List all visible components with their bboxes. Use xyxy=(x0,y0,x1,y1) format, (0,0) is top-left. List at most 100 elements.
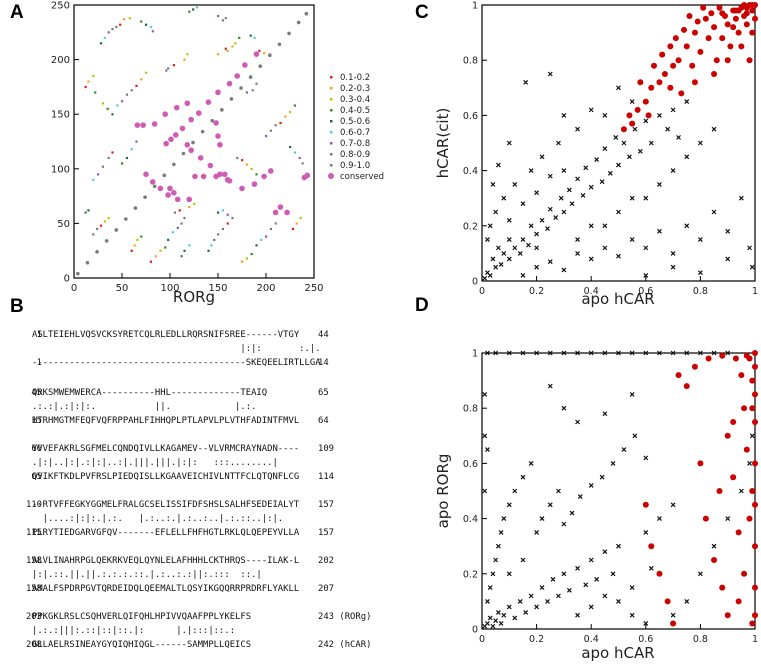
conserved-contact-point xyxy=(184,141,191,148)
conserved-contact-point xyxy=(197,155,204,161)
alignment-position-end: 14 xyxy=(318,358,329,368)
cross-marker xyxy=(725,516,731,522)
cross-marker-stroke xyxy=(684,598,690,604)
circle-marker xyxy=(697,48,704,55)
cross-marker xyxy=(566,587,572,593)
alignment-sequence: PPKGKLRSLCSQHVERLQIFQHLHPIVVQAAFPPLYKELF… xyxy=(32,612,252,622)
alignment-position-end: 109 xyxy=(318,444,335,454)
cross-marker xyxy=(561,350,567,356)
cross-marker xyxy=(547,173,553,179)
cross-marker xyxy=(643,245,649,251)
conserved-contact-point xyxy=(149,179,156,185)
cross-marker-stroke xyxy=(670,264,676,270)
cross-marker xyxy=(550,576,556,582)
cross-marker xyxy=(520,237,526,243)
cross-marker-stroke xyxy=(684,154,690,160)
cross-marker-stroke xyxy=(602,350,608,356)
contact-point xyxy=(140,235,143,238)
cross-marker xyxy=(575,126,580,132)
cross-marker-stroke xyxy=(697,350,703,356)
cross-marker xyxy=(512,488,518,494)
contact-point xyxy=(217,14,220,18)
cross-marker xyxy=(607,170,613,176)
cross-marker xyxy=(594,157,600,162)
y-tick-label: 1 xyxy=(472,349,478,360)
cross-marker-stroke xyxy=(583,165,589,171)
cross-marker xyxy=(616,543,621,549)
cross-marker-stroke xyxy=(512,245,518,251)
cross-marker-stroke xyxy=(528,168,534,174)
circle-marker xyxy=(642,98,649,105)
cross-marker-stroke xyxy=(602,593,608,599)
cross-marker xyxy=(539,516,545,522)
cross-marker-stroke xyxy=(575,126,580,132)
cross-marker-stroke xyxy=(493,557,499,563)
contact-point xyxy=(165,69,168,72)
cross-marker xyxy=(495,543,501,549)
cross-marker xyxy=(616,209,621,215)
cross-marker xyxy=(520,273,526,278)
cross-marker xyxy=(632,126,638,132)
contact-point xyxy=(122,18,126,21)
circle-marker xyxy=(721,13,728,20)
cross-marker-stroke xyxy=(566,587,572,593)
circle-marker xyxy=(732,15,739,22)
contact-point xyxy=(226,213,229,216)
cross-marker-stroke xyxy=(501,612,507,618)
circle-marker xyxy=(702,515,709,522)
cross-marker xyxy=(657,181,662,187)
cross-marker xyxy=(517,598,523,604)
contact-point xyxy=(140,78,143,81)
cross-marker xyxy=(506,502,512,508)
cross-marker xyxy=(588,256,594,262)
cross-marker-stroke xyxy=(577,494,583,499)
cross-marker-stroke xyxy=(547,173,553,179)
circle-marker xyxy=(730,474,737,481)
cross-marker xyxy=(506,140,512,146)
diagonal-contact-point xyxy=(152,184,157,189)
cross-marker-stroke xyxy=(749,264,755,270)
cross-marker xyxy=(490,571,496,577)
cross-marker xyxy=(747,460,752,466)
contact-point xyxy=(295,222,298,225)
cross-marker xyxy=(629,391,635,397)
cross-marker-stroke xyxy=(520,237,526,243)
cross-marker xyxy=(643,273,649,278)
cross-marker xyxy=(566,187,572,193)
contact-point xyxy=(207,249,210,252)
cross-marker-stroke xyxy=(523,610,529,615)
cross-marker-stroke xyxy=(588,184,594,190)
cross-marker xyxy=(697,350,703,356)
contact-point xyxy=(151,30,154,33)
contact-point xyxy=(293,151,296,154)
y-tick-label: 0.8 xyxy=(463,404,478,415)
alignment-sequence: QRKSMWEMWERCA----------HHL-------------T… xyxy=(32,388,268,398)
cross-marker xyxy=(657,350,662,356)
circle-marker xyxy=(697,460,704,467)
cross-marker-stroke xyxy=(648,565,654,571)
cross-marker xyxy=(599,179,605,185)
contact-point xyxy=(101,165,104,168)
contact-point xyxy=(274,222,277,225)
cross-marker xyxy=(482,391,488,397)
cross-marker-stroke xyxy=(643,118,649,124)
conserved-contact-point xyxy=(213,120,219,126)
cross-marker xyxy=(539,585,545,591)
conserved-contact-point xyxy=(165,192,171,198)
cross-marker xyxy=(738,195,744,201)
cross-marker-stroke xyxy=(607,170,613,176)
circle-marker xyxy=(620,126,627,133)
contact-point xyxy=(145,23,148,26)
cross-marker xyxy=(512,181,518,187)
cross-marker-stroke xyxy=(599,474,605,480)
circle-marker xyxy=(626,112,633,119)
cross-marker-stroke xyxy=(725,516,731,522)
contact-point xyxy=(279,121,282,125)
circle-marker xyxy=(645,112,652,119)
contact-point xyxy=(224,47,227,50)
circle-marker xyxy=(691,363,698,370)
circle-marker xyxy=(735,598,742,605)
circle-marker xyxy=(749,405,756,412)
contact-point xyxy=(173,211,176,214)
cross-marker xyxy=(588,350,594,356)
